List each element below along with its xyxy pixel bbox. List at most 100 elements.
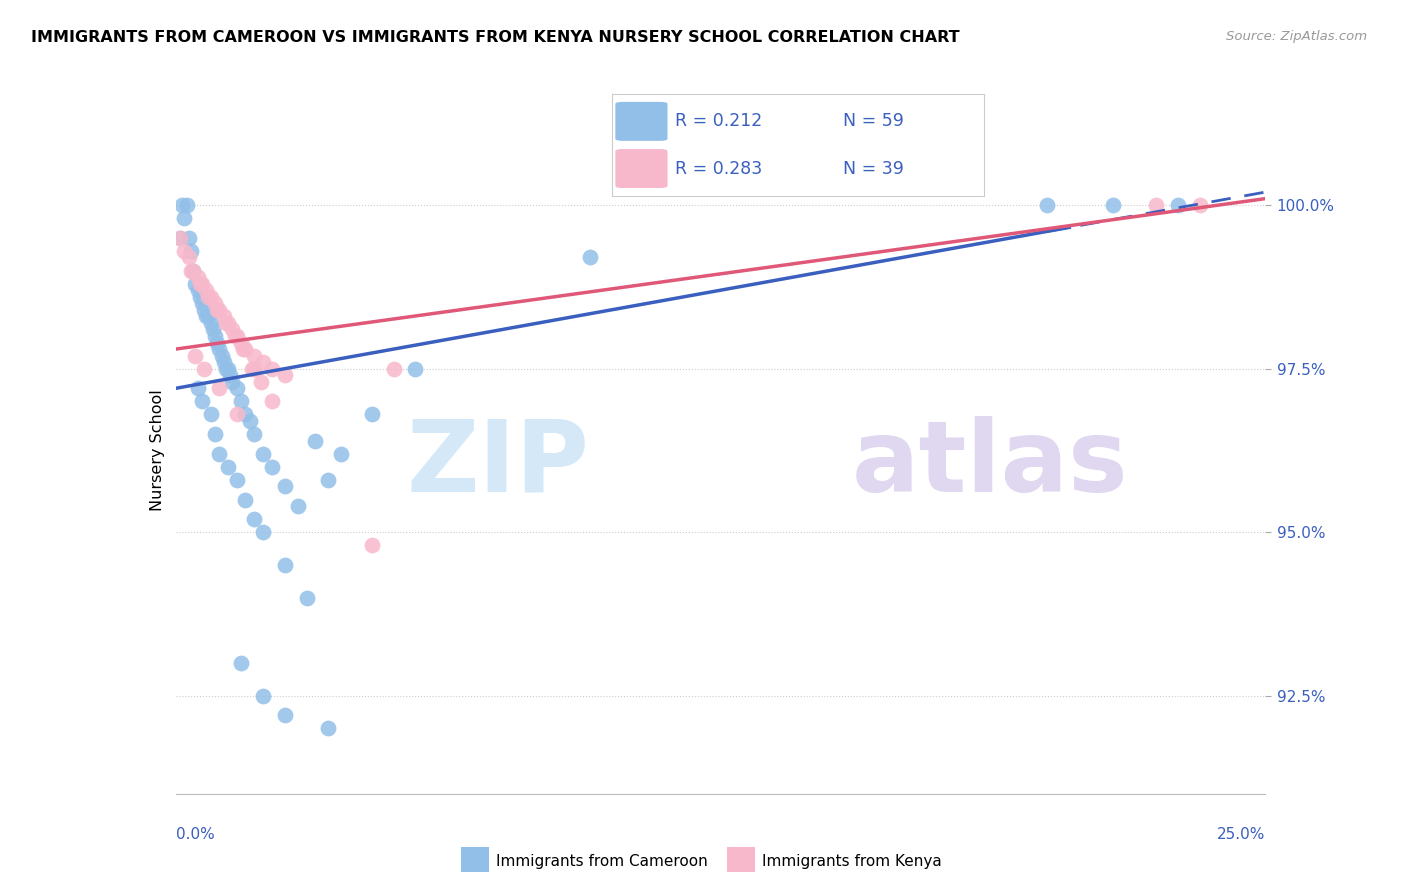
Point xyxy=(219,368,242,383)
Point xyxy=(274,368,297,383)
Point xyxy=(188,290,211,304)
Point xyxy=(235,408,257,422)
Point xyxy=(217,316,239,330)
Text: ZIP: ZIP xyxy=(406,416,591,513)
Point xyxy=(1102,198,1125,212)
Point xyxy=(212,355,235,369)
Point xyxy=(304,434,326,448)
Point xyxy=(169,231,191,245)
Point xyxy=(221,322,243,336)
Point xyxy=(208,342,231,356)
Point xyxy=(225,329,247,343)
Point xyxy=(225,381,247,395)
Point xyxy=(188,277,211,291)
Point xyxy=(200,408,222,422)
Point xyxy=(217,459,239,474)
Text: IMMIGRANTS FROM CAMEROON VS IMMIGRANTS FROM KENYA NURSERY SCHOOL CORRELATION CHA: IMMIGRANTS FROM CAMEROON VS IMMIGRANTS F… xyxy=(31,30,959,45)
Point xyxy=(172,198,194,212)
Point xyxy=(212,310,235,324)
Point xyxy=(361,538,384,552)
Point xyxy=(252,689,274,703)
Point xyxy=(243,361,266,376)
Point xyxy=(197,310,219,324)
Point xyxy=(252,447,274,461)
Point xyxy=(191,394,214,409)
Text: N = 59: N = 59 xyxy=(842,112,904,130)
Y-axis label: Nursery School: Nursery School xyxy=(149,390,165,511)
Point xyxy=(208,302,231,317)
Point xyxy=(239,414,262,428)
Point xyxy=(318,473,340,487)
Point xyxy=(579,251,602,265)
Text: N = 39: N = 39 xyxy=(842,160,904,178)
Point xyxy=(1036,198,1059,212)
Point xyxy=(232,342,254,356)
Point xyxy=(208,381,231,395)
Point xyxy=(235,492,257,507)
Point xyxy=(318,722,340,736)
Point xyxy=(169,231,191,245)
Point xyxy=(180,263,202,277)
Point xyxy=(405,361,427,376)
Point xyxy=(1189,198,1212,212)
Point xyxy=(208,447,231,461)
Point xyxy=(1146,198,1168,212)
Text: R = 0.283: R = 0.283 xyxy=(675,160,762,178)
Text: Immigrants from Cameroon: Immigrants from Cameroon xyxy=(496,855,709,869)
Point xyxy=(225,408,247,422)
Point xyxy=(1167,198,1189,212)
Point xyxy=(200,316,222,330)
Point xyxy=(231,394,253,409)
Point xyxy=(184,277,207,291)
Point xyxy=(274,558,297,572)
Point xyxy=(260,394,283,409)
Point xyxy=(382,361,405,376)
Text: Immigrants from Kenya: Immigrants from Kenya xyxy=(762,855,942,869)
Point xyxy=(186,381,209,395)
Point xyxy=(243,427,266,442)
Point xyxy=(215,361,238,376)
Point xyxy=(205,335,228,350)
Point xyxy=(215,316,238,330)
Point xyxy=(252,525,274,540)
Point xyxy=(217,361,239,376)
Point xyxy=(287,499,309,513)
Point xyxy=(180,244,202,258)
Text: R = 0.212: R = 0.212 xyxy=(675,112,762,130)
Point xyxy=(195,310,218,324)
Point xyxy=(195,283,218,297)
Point xyxy=(193,361,215,376)
Point xyxy=(191,296,214,310)
Point xyxy=(243,349,266,363)
Point xyxy=(225,473,247,487)
Point xyxy=(221,375,243,389)
Point xyxy=(240,361,263,376)
Point xyxy=(211,349,233,363)
Point xyxy=(224,329,246,343)
Point xyxy=(204,427,226,442)
Point xyxy=(243,512,266,526)
Point xyxy=(274,708,297,723)
Point xyxy=(191,277,214,291)
Text: atlas: atlas xyxy=(852,416,1128,513)
Point xyxy=(184,349,207,363)
Point xyxy=(249,375,271,389)
Point xyxy=(205,302,228,317)
Point xyxy=(177,251,200,265)
Point xyxy=(173,244,195,258)
Point xyxy=(186,283,209,297)
Point xyxy=(197,290,219,304)
Text: 0.0%: 0.0% xyxy=(176,827,215,842)
Text: Source: ZipAtlas.com: Source: ZipAtlas.com xyxy=(1226,30,1367,44)
Point xyxy=(231,335,253,350)
Point xyxy=(231,656,253,670)
Point xyxy=(235,342,257,356)
Point xyxy=(295,591,318,605)
Text: 25.0%: 25.0% xyxy=(1218,827,1265,842)
Point xyxy=(193,302,215,317)
Point xyxy=(330,447,353,461)
Point xyxy=(252,355,274,369)
Point xyxy=(176,198,198,212)
Point xyxy=(177,231,200,245)
Point xyxy=(260,361,283,376)
